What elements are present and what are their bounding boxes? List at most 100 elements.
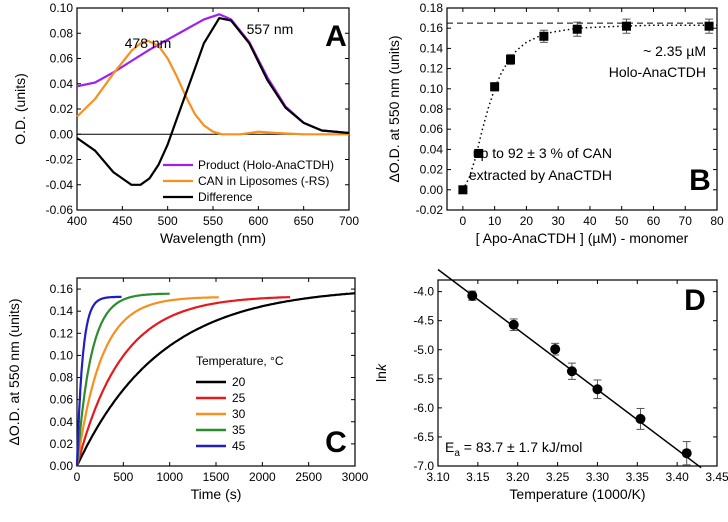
data-point bbox=[474, 148, 484, 158]
annotation-activation-energy: Ea = 83.7 ± 1.7 kJ/mol bbox=[445, 439, 582, 459]
x-tick-label: 2000 bbox=[249, 470, 276, 484]
data-point bbox=[550, 344, 561, 355]
y-axis-label: lnk bbox=[373, 363, 389, 382]
y-tick-label: -6.5 bbox=[413, 430, 434, 444]
panel-letter-d: D bbox=[684, 284, 706, 317]
x-tick-label: 500 bbox=[113, 470, 133, 484]
y-tick-label: 0.00 bbox=[50, 459, 74, 473]
y-tick-label: 0.16 bbox=[420, 21, 444, 35]
y-tick-label: 0.02 bbox=[50, 437, 74, 451]
x-tick-label: 500 bbox=[158, 214, 178, 228]
series-line bbox=[76, 13, 350, 135]
x-tick-label: 3.20 bbox=[506, 470, 530, 484]
y-tick-label: 0.00 bbox=[50, 127, 74, 141]
x-axis-label: Temperature (1000/K) bbox=[509, 486, 645, 502]
data-point bbox=[681, 448, 692, 459]
data-point bbox=[621, 21, 631, 31]
y-tick-label: -4.5 bbox=[413, 314, 434, 328]
legend-entry: Difference bbox=[198, 190, 253, 204]
kinetic-trace bbox=[76, 292, 356, 467]
x-tick-label: 1500 bbox=[203, 470, 230, 484]
annotation-kd: ~ 2.35 µM bbox=[643, 43, 706, 59]
x-tick-label: 80 bbox=[710, 214, 724, 228]
x-tick-label: 3.40 bbox=[665, 470, 689, 484]
y-tick-label: -5.0 bbox=[413, 343, 434, 357]
panel-a: 400 450 500 550 600 650 700 -0.06 -0.04 -0.02 0.00… bbox=[12, 1, 359, 246]
legend-entry: Product (Holo-AnaCTDH) bbox=[198, 158, 334, 172]
data-point bbox=[506, 55, 516, 65]
y-tick-label: -6.0 bbox=[413, 401, 434, 415]
data-point bbox=[539, 31, 549, 41]
y-tick-label: 0.06 bbox=[50, 52, 74, 66]
series-line bbox=[76, 17, 350, 186]
y-tick-label: 0.02 bbox=[50, 102, 74, 116]
annotation-557: 557 nm bbox=[247, 21, 294, 37]
y-tick-label: -7.0 bbox=[413, 459, 434, 473]
panel-letter-b: B bbox=[689, 164, 711, 197]
data-point bbox=[635, 413, 646, 424]
data-point bbox=[458, 185, 468, 195]
data-point bbox=[490, 82, 500, 92]
y-tick-label: -0.02 bbox=[416, 203, 444, 217]
plot-frame bbox=[437, 279, 718, 467]
kinetic-trace bbox=[75, 295, 122, 467]
legend-entry: 20 bbox=[232, 375, 246, 389]
x-tick-label: 2500 bbox=[295, 470, 322, 484]
y-tick-label: 0.18 bbox=[420, 1, 444, 15]
x-tick-label: 3.25 bbox=[546, 470, 570, 484]
x-tick-label: 1000 bbox=[156, 470, 183, 484]
y-tick-label: 0.08 bbox=[420, 102, 444, 116]
y-tick-label: 0.04 bbox=[50, 415, 74, 429]
panel-letter-a: A bbox=[325, 20, 347, 53]
y-tick-label: 0.04 bbox=[50, 77, 74, 91]
x-tick-label: 0 bbox=[74, 470, 81, 484]
legend-entry: 35 bbox=[232, 423, 246, 437]
y-tick-label: 0.10 bbox=[420, 82, 444, 96]
y-axis-label: ΔO.D. at 550 nm (units) bbox=[6, 298, 22, 445]
y-axis-label: ΔO.D. at 550 nm (units) bbox=[386, 35, 402, 182]
y-tick-label: 0.10 bbox=[50, 348, 74, 362]
data-point bbox=[704, 21, 714, 31]
kinetic-trace bbox=[75, 296, 219, 467]
x-tick-label: 3.35 bbox=[626, 470, 650, 484]
x-tick-label: 650 bbox=[294, 214, 314, 228]
legend-title: Temperature, °C bbox=[196, 354, 284, 368]
legend-entry: 45 bbox=[232, 439, 246, 453]
y-tick-label: 0.00 bbox=[420, 183, 444, 197]
x-tick-label: 50 bbox=[615, 214, 629, 228]
x-tick-label: 450 bbox=[112, 214, 132, 228]
annotation-extraction-2: extracted by AnaCTDH bbox=[469, 167, 612, 183]
x-axis-label: [ Apo-AnaCTDH ] (µM) - monomer bbox=[476, 230, 689, 246]
plot-frame bbox=[76, 277, 356, 467]
x-tick-label: 3.30 bbox=[586, 470, 610, 484]
x-tick-label: 10 bbox=[488, 214, 502, 228]
legend-entry: CAN in Liposomes (-RS) bbox=[198, 174, 329, 188]
y-tick-label: -0.04 bbox=[46, 178, 74, 192]
y-tick-label: -5.5 bbox=[413, 372, 434, 386]
y-tick-label: -0.02 bbox=[46, 153, 74, 167]
y-tick-label: 0.08 bbox=[50, 371, 74, 385]
legend-entry: 25 bbox=[232, 391, 246, 405]
data-point bbox=[508, 319, 519, 330]
x-tick-label: 60 bbox=[647, 214, 661, 228]
y-tick-label: 0.12 bbox=[420, 62, 444, 76]
x-tick-label: 400 bbox=[67, 214, 87, 228]
y-tick-label: 0.10 bbox=[50, 1, 74, 15]
y-tick-label: 0.16 bbox=[50, 282, 74, 296]
y-tick-label: 0.14 bbox=[420, 41, 444, 55]
data-point bbox=[572, 24, 582, 34]
x-tick-label: 3.10 bbox=[426, 470, 450, 484]
annotation-extraction-1: up to 92 ± 3 % of CAN bbox=[473, 145, 612, 161]
x-tick-label: 3.15 bbox=[466, 470, 490, 484]
kinetic-trace bbox=[75, 296, 291, 467]
annotation-holo: Holo-AnaCTDH bbox=[609, 64, 706, 80]
x-tick-label: 600 bbox=[248, 214, 268, 228]
x-tick-label: 700 bbox=[339, 214, 359, 228]
x-tick-label: 0 bbox=[460, 214, 467, 228]
x-tick-label: 20 bbox=[520, 214, 534, 228]
y-tick-label: -4.0 bbox=[413, 285, 434, 299]
y-tick-label: 0.04 bbox=[420, 142, 444, 156]
y-tick-label: 0.02 bbox=[420, 163, 444, 177]
y-axis-label: O.D. (units) bbox=[12, 73, 28, 145]
